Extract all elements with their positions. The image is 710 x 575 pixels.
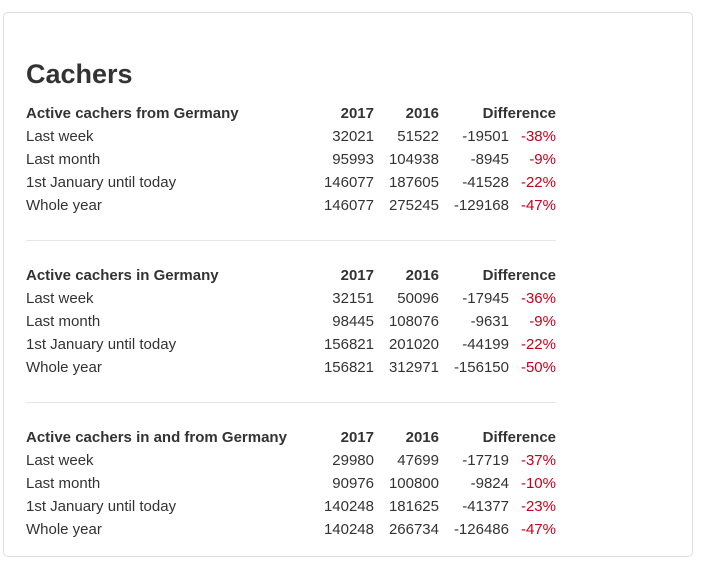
value-2017: 32151 — [332, 290, 374, 307]
difference-percent: -9% — [529, 313, 556, 330]
difference-percent: -22% — [520, 336, 556, 353]
section-divider — [26, 402, 556, 403]
difference-percent: -38% — [520, 128, 556, 145]
value-2016: 50096 — [397, 290, 439, 307]
value-2016: 51522 — [397, 128, 439, 145]
difference-value: -19501 — [462, 128, 509, 145]
table-row: Last month 90976 100800 -9824 -10% — [26, 472, 556, 495]
column-header-2017: 2017 — [340, 429, 374, 446]
value-2017: 140248 — [323, 498, 374, 515]
table-header-row: Active cachers from Germany 2017 2016 Di… — [26, 102, 556, 125]
value-2016: 47699 — [397, 452, 439, 469]
difference-value: -41528 — [462, 174, 509, 191]
column-header-2017: 2017 — [340, 105, 374, 122]
row-label: Last month — [26, 151, 101, 168]
difference-value: -17719 — [462, 452, 509, 469]
value-2016: 100800 — [388, 475, 439, 492]
difference-value: -9824 — [470, 475, 509, 492]
table-row: 1st January until today 140248 181625 -4… — [26, 495, 556, 518]
table-row: 1st January until today 146077 187605 -4… — [26, 171, 556, 194]
value-2017: 140248 — [323, 521, 374, 538]
value-2016: 266734 — [388, 521, 439, 538]
stats-table-in-germany: Active cachers in Germany 2017 2016 Diff… — [26, 264, 556, 379]
difference-percent: -50% — [520, 359, 556, 376]
stats-table-in-and-from-germany: Active cachers in and from Germany 2017 … — [26, 426, 556, 541]
value-2016: 187605 — [388, 174, 439, 191]
row-label: Last week — [26, 452, 94, 469]
value-2016: 104938 — [388, 151, 439, 168]
cachers-panel — [3, 12, 693, 557]
value-2017: 146077 — [323, 174, 374, 191]
section-heading: Active cachers in and from Germany — [26, 429, 287, 446]
value-2016: 275245 — [388, 197, 439, 214]
table-row: Whole year 146077 275245 -129168 -47% — [26, 194, 556, 217]
difference-value: -129168 — [453, 197, 509, 214]
table-row: Whole year 140248 266734 -126486 -47% — [26, 518, 556, 541]
table-row: Last week 32151 50096 -17945 -36% — [26, 287, 556, 310]
difference-value: -9631 — [470, 313, 509, 330]
difference-percent: -47% — [520, 197, 556, 214]
column-header-2017: 2017 — [340, 267, 374, 284]
table-row: Last week 32021 51522 -19501 -38% — [26, 125, 556, 148]
difference-value: -44199 — [462, 336, 509, 353]
table-row: Whole year 156821 312971 -156150 -50% — [26, 356, 556, 379]
table-header-row: Active cachers in and from Germany 2017 … — [26, 426, 556, 449]
section-divider — [26, 240, 556, 241]
value-2016: 108076 — [388, 313, 439, 330]
value-2016: 312971 — [388, 359, 439, 376]
row-label: Whole year — [26, 359, 102, 376]
row-label: 1st January until today — [26, 498, 177, 515]
row-label: Last month — [26, 475, 101, 492]
value-2017: 32021 — [332, 128, 374, 145]
table-row: 1st January until today 156821 201020 -4… — [26, 333, 556, 356]
column-header-2016: 2016 — [405, 267, 439, 284]
value-2017: 95993 — [332, 151, 374, 168]
page-title: Cachers — [26, 59, 133, 89]
difference-percent: -10% — [520, 475, 556, 492]
difference-percent: -23% — [520, 498, 556, 515]
column-header-difference: Difference — [482, 429, 556, 446]
difference-percent: -9% — [529, 151, 556, 168]
table-row: Last month 95993 104938 -8945 -9% — [26, 148, 556, 171]
table-row: Last week 29980 47699 -17719 -37% — [26, 449, 556, 472]
value-2016: 201020 — [388, 336, 439, 353]
value-2016: 181625 — [388, 498, 439, 515]
row-label: 1st January until today — [26, 174, 177, 191]
difference-value: -156150 — [453, 359, 509, 376]
value-2017: 146077 — [323, 197, 374, 214]
value-2017: 156821 — [323, 359, 374, 376]
row-label: Whole year — [26, 197, 102, 214]
column-header-difference: Difference — [482, 105, 556, 122]
column-header-difference: Difference — [482, 267, 556, 284]
table-row: Last month 98445 108076 -9631 -9% — [26, 310, 556, 333]
difference-percent: -36% — [520, 290, 556, 307]
row-label: Last month — [26, 313, 101, 330]
difference-percent: -22% — [520, 174, 556, 191]
section-heading: Active cachers from Germany — [26, 105, 239, 122]
column-header-2016: 2016 — [405, 105, 439, 122]
difference-value: -8945 — [470, 151, 509, 168]
difference-percent: -47% — [520, 521, 556, 538]
column-header-2016: 2016 — [405, 429, 439, 446]
difference-value: -126486 — [453, 521, 509, 538]
value-2017: 90976 — [332, 475, 374, 492]
table-header-row: Active cachers in Germany 2017 2016 Diff… — [26, 264, 556, 287]
value-2017: 156821 — [323, 336, 374, 353]
difference-percent: -37% — [520, 452, 556, 469]
value-2017: 98445 — [332, 313, 374, 330]
row-label: Whole year — [26, 521, 102, 538]
difference-value: -41377 — [462, 498, 509, 515]
value-2017: 29980 — [332, 452, 374, 469]
stats-table-from-germany: Active cachers from Germany 2017 2016 Di… — [26, 102, 556, 217]
row-label: 1st January until today — [26, 336, 177, 353]
section-heading: Active cachers in Germany — [26, 267, 219, 284]
row-label: Last week — [26, 128, 94, 145]
row-label: Last week — [26, 290, 94, 307]
difference-value: -17945 — [462, 290, 509, 307]
